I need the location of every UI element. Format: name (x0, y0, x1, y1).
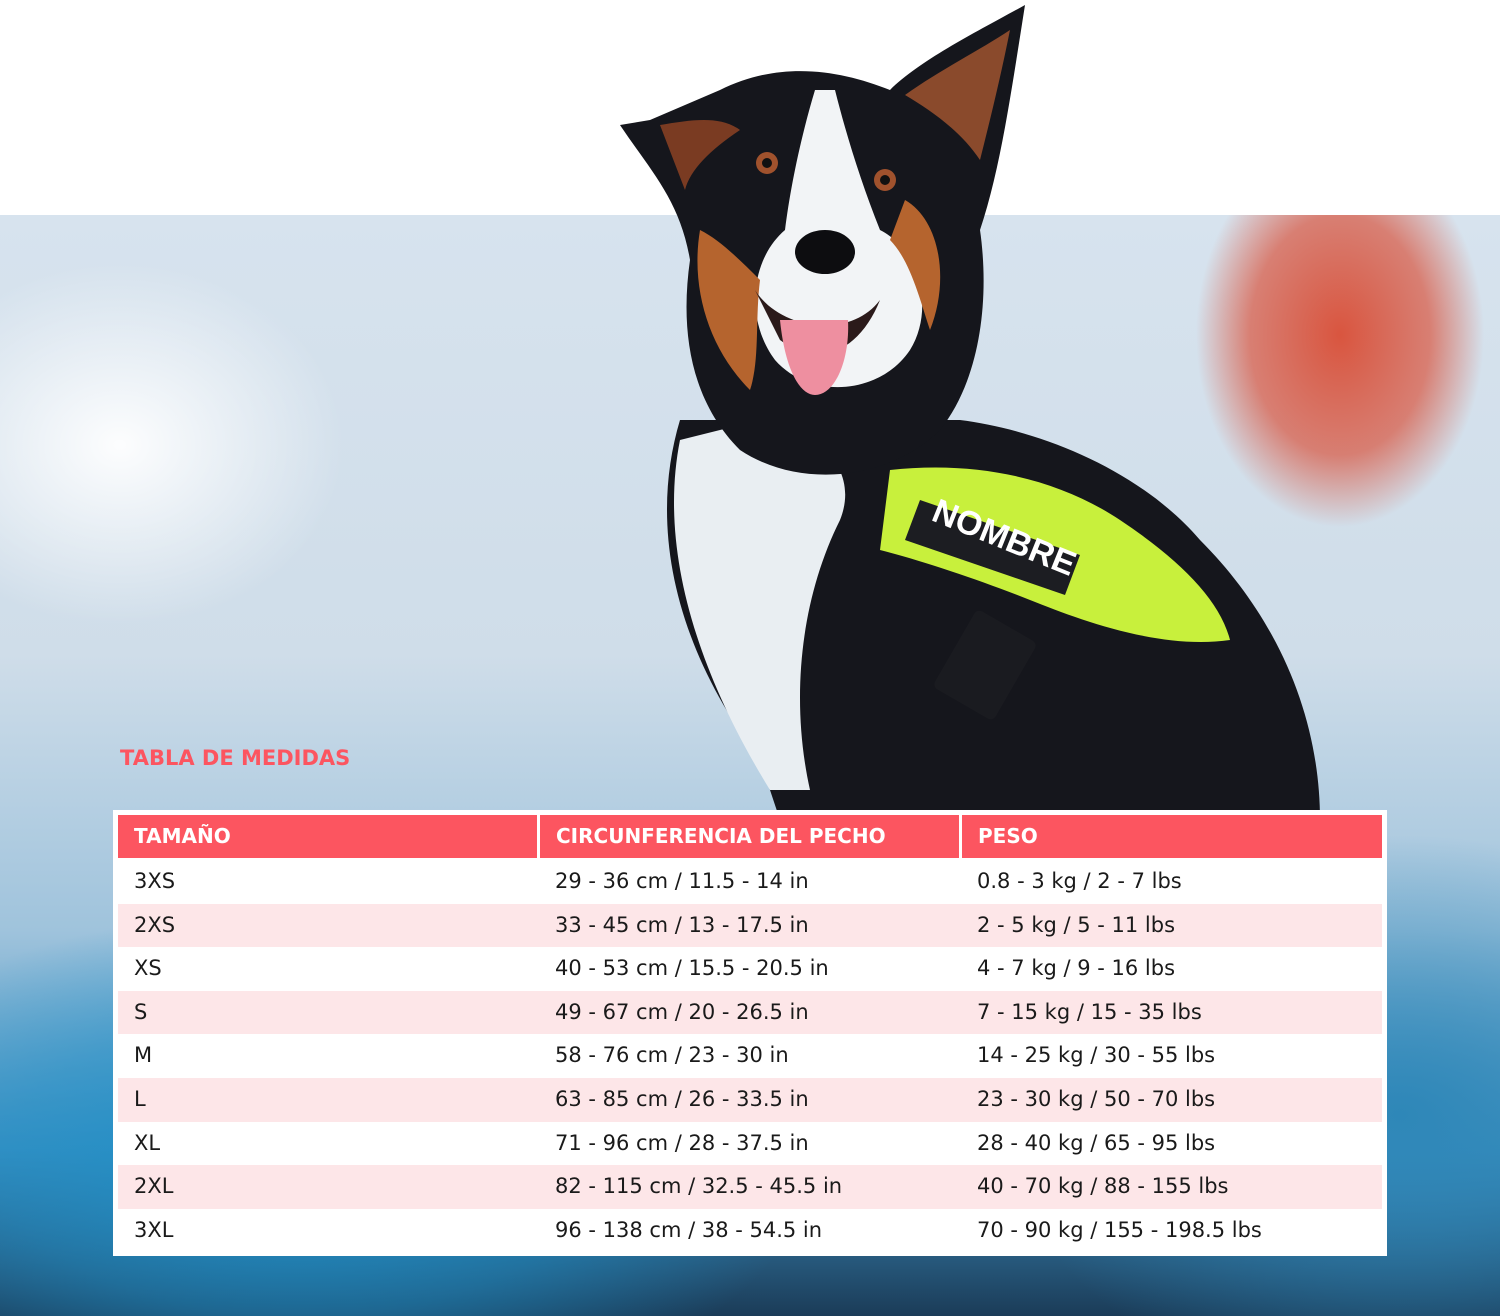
size-cell: L (134, 1086, 146, 1111)
chest-cell: 58 - 76 cm / 23 - 30 in (555, 1043, 789, 1068)
chest-cell: 82 - 115 cm / 32.5 - 45.5 in (555, 1174, 843, 1199)
table-row: M 58 - 76 cm / 23 - 30 in 14 - 25 kg / 30 … (118, 1034, 1382, 1078)
weight-cell: 0.8 - 3 kg / 2 - 7 lbs (977, 869, 1182, 893)
column-header-size: TAMAÑO (118, 815, 537, 858)
size-cell: M (134, 1043, 153, 1068)
column-header-weight: PESO (962, 815, 1382, 858)
chest-cell: 49 - 67 cm / 20 - 26.5 in (555, 999, 809, 1024)
table-row: S 49 - 67 cm / 20 - 26.5 in 7 - 15 kg / 15… (118, 990, 1382, 1035)
table-header: TAMAÑO CIRCUNFERENCIA DEL PECHO PESO (118, 815, 1382, 858)
table-row: XL 71 - 96 cm / 28 - 37.5 in 28 - 40 kg / … (118, 1122, 1382, 1166)
weight-cell: 14 - 25 kg / 30 - 55 lbs (977, 1043, 1216, 1068)
weight-cell: 7 - 15 kg / 15 - 35 lbs (977, 999, 1202, 1024)
chest-cell: 40 - 53 cm / 15.5 - 20.5 in (555, 956, 829, 981)
chest-cell: 63 - 85 cm / 26 - 33.5 in (555, 1086, 809, 1111)
size-chart-table: TAMAÑO CIRCUNFERENCIA DEL PECHO PESO 3XS… (113, 810, 1387, 1256)
column-header-chest: CIRCUNFERENCIA DEL PECHO (540, 815, 959, 858)
table-row: 3XS 29 - 36 cm / 11.5 - 14 in 0.8 - 3 kg /… (118, 860, 1382, 904)
weight-cell: 40 - 70 kg / 88 - 155 lbs (977, 1174, 1229, 1199)
table-row: 2XS 33 - 45 cm / 13 - 17.5 in 2 - 5 kg / 5… (118, 903, 1382, 948)
chest-cell: 33 - 45 cm / 13 - 17.5 in (555, 912, 809, 937)
table-row: XS 40 - 53 cm / 15.5 - 20.5 in 4 - 7 kg / … (118, 947, 1382, 991)
table-row: 2XL 82 - 115 cm / 32.5 - 45.5 in 40 - 70 k… (118, 1165, 1382, 1209)
weight-cell: 23 - 30 kg / 50 - 70 lbs (977, 1086, 1216, 1111)
table-row: 3XL 96 - 138 cm / 38 - 54.5 in 70 - 90 kg … (118, 1209, 1382, 1253)
chest-cell: 71 - 96 cm / 28 - 37.5 in (555, 1130, 809, 1155)
dog-photo: NOMBRE (620, 5, 1320, 820)
weight-cell: 70 - 90 kg / 155 - 198.5 lbs (977, 1217, 1262, 1242)
size-cell: XS (134, 956, 162, 981)
weight-cell: 4 - 7 kg / 9 - 16 lbs (977, 956, 1176, 981)
chest-cell: 29 - 36 cm / 11.5 - 14 in (555, 869, 809, 893)
table-body: 3XS 29 - 36 cm / 11.5 - 14 in 0.8 - 3 kg /… (118, 860, 1382, 1252)
size-cell: XL (134, 1130, 161, 1155)
chest-cell: 96 - 138 cm / 38 - 54.5 in (555, 1217, 823, 1242)
weight-cell: 28 - 40 kg / 65 - 95 lbs (977, 1130, 1216, 1155)
weight-cell: 2 - 5 kg / 5 - 11 lbs (977, 912, 1176, 937)
size-cell: 3XL (134, 1217, 174, 1242)
size-cell: 3XS (134, 869, 176, 893)
size-cell: S (134, 999, 148, 1024)
table-row: L 63 - 85 cm / 26 - 33.5 in 23 - 30 kg / 5… (118, 1077, 1382, 1122)
size-cell: 2XL (134, 1174, 174, 1199)
size-cell: 2XS (134, 912, 176, 937)
size-chart-title: TABLA DE MEDIDAS (120, 746, 351, 770)
